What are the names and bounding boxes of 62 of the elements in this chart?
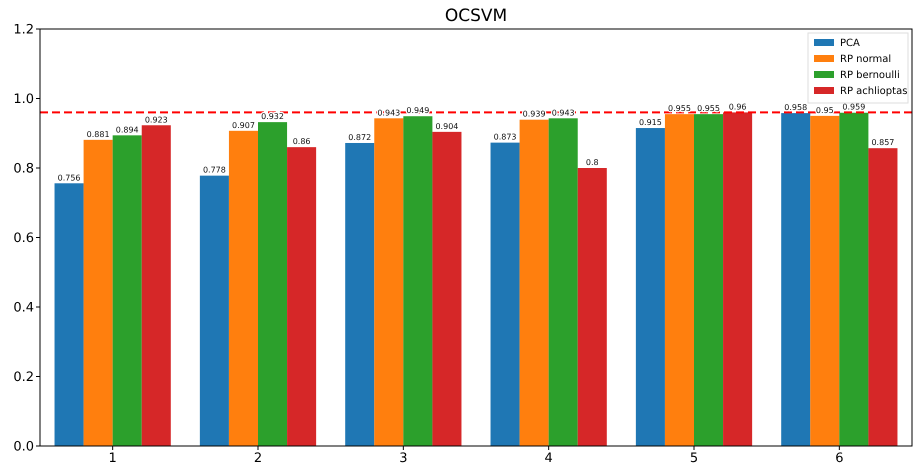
data-label: 0.873 <box>494 132 517 142</box>
x-tick-label: 4 <box>544 451 553 466</box>
legend-label: RP achlioptas <box>840 86 908 97</box>
bar <box>112 135 142 446</box>
bar <box>54 183 84 446</box>
bar <box>548 118 578 446</box>
bar <box>142 125 171 446</box>
bar <box>258 122 288 446</box>
data-label: 0.955 <box>668 104 691 114</box>
bar <box>403 116 432 446</box>
legend-label: PCA <box>840 38 860 49</box>
bar <box>664 114 694 446</box>
data-label: 0.907 <box>232 120 255 130</box>
bar <box>636 128 665 446</box>
bar <box>578 168 607 446</box>
data-label: 0.756 <box>58 173 81 182</box>
data-label: 0.778 <box>202 166 226 175</box>
bar <box>839 112 868 446</box>
x-tick-label: 1 <box>108 451 117 466</box>
chart-title: OCSVM <box>444 6 508 26</box>
bar <box>432 132 462 446</box>
data-label: 0.958 <box>784 103 808 112</box>
bar <box>781 113 810 446</box>
bar <box>374 118 404 446</box>
y-tick-label: 0.4 <box>13 300 34 316</box>
y-tick-label: 0.6 <box>13 231 34 246</box>
data-label: 0.95 <box>816 106 834 115</box>
x-tick-label: 5 <box>690 451 698 466</box>
bar <box>868 148 898 446</box>
data-label: 0.932 <box>261 112 284 122</box>
data-label: 0.904 <box>435 122 458 131</box>
y-tick-label: 0.2 <box>13 370 34 386</box>
bar <box>490 142 520 446</box>
x-tick-label: 3 <box>399 451 408 466</box>
bar <box>228 130 258 446</box>
data-label: 0.959 <box>842 102 866 112</box>
data-label: 0.955 <box>697 104 720 114</box>
bar <box>200 176 229 446</box>
data-label: 0.915 <box>638 118 662 128</box>
bar <box>84 140 113 446</box>
y-tick-label: 0.0 <box>13 440 34 455</box>
bar <box>694 114 724 446</box>
data-label: 0.857 <box>871 138 894 148</box>
data-label: 0.881 <box>86 130 110 139</box>
bar <box>520 120 549 446</box>
y-tick-label: 1.2 <box>13 22 34 38</box>
bar <box>287 147 316 446</box>
data-label: 0.894 <box>116 125 139 134</box>
legend-label: RP bernoulli <box>840 70 900 81</box>
x-tick-label: 2 <box>254 451 262 466</box>
data-label: 0.872 <box>348 132 372 142</box>
x-tick-label: 6 <box>835 451 844 466</box>
data-label: 0.923 <box>144 115 168 124</box>
data-label: 0.96 <box>728 102 747 112</box>
data-label: 0.86 <box>292 137 311 146</box>
bar <box>723 112 752 446</box>
y-tick-label: 0.8 <box>13 162 34 177</box>
bar <box>810 116 840 446</box>
data-label: 0.8 <box>586 158 599 167</box>
y-tick-label: 1.0 <box>13 92 34 108</box>
legend-label: RP normal <box>840 54 892 65</box>
bar <box>345 142 374 446</box>
